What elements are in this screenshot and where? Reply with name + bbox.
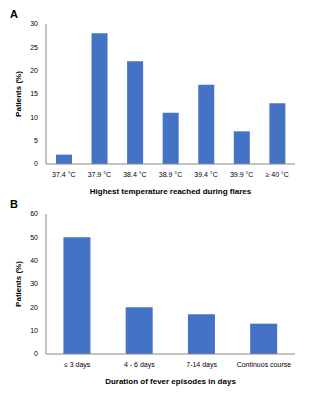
svg-text:0: 0 bbox=[34, 350, 38, 357]
svg-text:Patients (%): Patients (%) bbox=[14, 261, 23, 307]
svg-text:39.4 °C: 39.4 °C bbox=[194, 171, 217, 178]
svg-text:37.9 °C: 37.9 °C bbox=[88, 171, 111, 178]
svg-text:≥ 40 °C: ≥ 40 °C bbox=[266, 171, 289, 178]
svg-text:37.4 °C: 37.4 °C bbox=[52, 171, 75, 178]
svg-text:7-14 days: 7-14 days bbox=[186, 361, 217, 369]
svg-text:15: 15 bbox=[30, 90, 38, 97]
svg-text:0: 0 bbox=[34, 160, 38, 167]
svg-text:39.9 °C: 39.9 °C bbox=[230, 171, 253, 178]
svg-text:4 - 6 days: 4 - 6 days bbox=[124, 361, 155, 369]
svg-text:≤ 3 days: ≤ 3 days bbox=[64, 361, 91, 369]
svg-text:25: 25 bbox=[30, 44, 38, 51]
svg-text:Highest temperature reached du: Highest temperature reached during flare… bbox=[90, 187, 252, 196]
svg-text:Patients (%): Patients (%) bbox=[14, 71, 23, 117]
svg-text:Duration of fever episodes in: Duration of fever episodes in days bbox=[105, 377, 236, 386]
svg-text:38.4 °C: 38.4 °C bbox=[123, 171, 146, 178]
svg-text:20: 20 bbox=[30, 67, 38, 74]
svg-text:Continuos course: Continuos course bbox=[237, 361, 292, 368]
svg-text:38.9 °C: 38.9 °C bbox=[159, 171, 182, 178]
svg-text:10: 10 bbox=[30, 327, 38, 334]
svg-text:10: 10 bbox=[30, 114, 38, 121]
svg-text:30: 30 bbox=[30, 280, 38, 287]
svg-text:60: 60 bbox=[30, 210, 38, 217]
svg-text:30: 30 bbox=[30, 20, 38, 27]
svg-text:20: 20 bbox=[30, 304, 38, 311]
html-text:B: B bbox=[10, 198, 18, 210]
svg-text:40: 40 bbox=[30, 257, 38, 264]
html-text:A: A bbox=[10, 8, 18, 20]
svg-text:50: 50 bbox=[30, 234, 38, 241]
svg-text:5: 5 bbox=[34, 137, 38, 144]
